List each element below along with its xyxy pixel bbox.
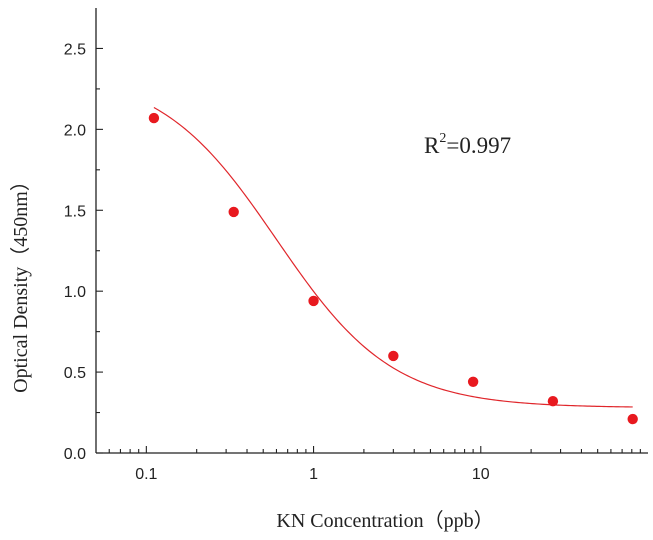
y-tick-label: 1.0: [64, 284, 86, 301]
y-tick-label: 1.5: [64, 203, 86, 220]
y-tick-label: 2.5: [64, 41, 86, 58]
data-point: [627, 413, 638, 425]
data-points: [148, 112, 638, 425]
y-tick-label: 0.5: [64, 365, 86, 382]
fit-curve-group: [153, 107, 633, 408]
data-point: [467, 376, 479, 387]
r-squared-annotation: R2=0.997: [424, 131, 511, 158]
x-tick-label: 0.1: [135, 466, 157, 483]
data-point: [388, 350, 399, 362]
r-squared-value: =0.997: [446, 133, 511, 158]
x-axis-title: KN Concentration（ppb）: [276, 509, 493, 532]
y-axis-title: Optical Density（450nm）: [9, 171, 32, 393]
y-tick-label: 0.0: [64, 446, 86, 463]
data-point: [308, 295, 319, 307]
y-tick-label: 2.0: [64, 122, 86, 139]
axis-ticks: 0.0 0.5 1.0 1.5 2.0 2.5 0.1 1 10: [64, 41, 641, 483]
data-point: [228, 206, 239, 218]
r-squared-base: R: [424, 133, 440, 158]
data-point: [148, 112, 160, 124]
axes: [95, 8, 648, 454]
r-squared-superscript: 2: [439, 131, 446, 146]
data-point: [547, 396, 559, 407]
fit-curve: [153, 107, 633, 408]
x-tick-label: 1: [309, 466, 318, 483]
x-tick-label: 10: [472, 466, 490, 483]
